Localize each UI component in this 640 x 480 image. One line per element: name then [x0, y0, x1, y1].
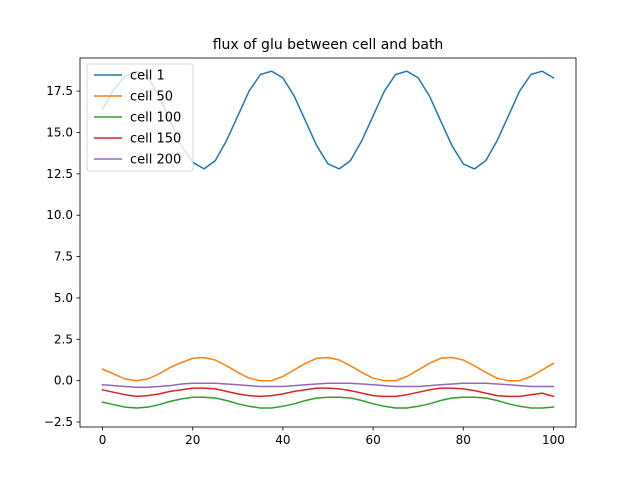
x-tick-label: 0 — [99, 433, 107, 447]
series-line-cell-200 — [101, 382, 555, 389]
legend-label-cell-1: cell 1 — [130, 69, 165, 84]
y-tick-label: 2.5 — [54, 332, 73, 346]
y-tick-label: 5.0 — [54, 291, 73, 305]
y-tick-label: 15.0 — [46, 125, 73, 139]
series-line-cell-150 — [101, 387, 555, 398]
y-tick-label: 12.5 — [46, 167, 73, 181]
y-tick-label: 10.0 — [46, 208, 73, 222]
x-tick-label: 20 — [185, 433, 200, 447]
x-tick-label: 60 — [365, 433, 380, 447]
series-line-cell-50 — [101, 356, 555, 382]
x-tick-label: 40 — [275, 433, 290, 447]
y-tick-label: 0.0 — [54, 374, 73, 388]
legend-label-cell-150: cell 150 — [130, 132, 181, 147]
axes-layer: 0 20 40 60 80 100 −2.5 0.0 2.5 5.0 7.5 10.0 12.5 15.0… — [44, 57, 577, 447]
series-line-cell-100 — [101, 396, 555, 409]
y-tick-label: −2.5 — [44, 415, 73, 429]
x-tick-label: 100 — [542, 433, 565, 447]
legend-label-cell-100: cell 100 — [130, 111, 181, 126]
legend: cell 1 cell 50 cell 100 cell 150 cell 200 — [86, 63, 194, 172]
x-tick-label: 80 — [456, 433, 471, 447]
y-tick-label: 7.5 — [54, 250, 73, 264]
axes-frame — [79, 57, 577, 428]
legend-label-cell-50: cell 50 — [130, 90, 173, 105]
legend-box — [86, 63, 194, 172]
y-tick-label: 17.5 — [46, 84, 73, 98]
chart-title: flux of glu between cell and bath — [213, 37, 444, 53]
legend-label-cell-200: cell 200 — [130, 153, 181, 168]
